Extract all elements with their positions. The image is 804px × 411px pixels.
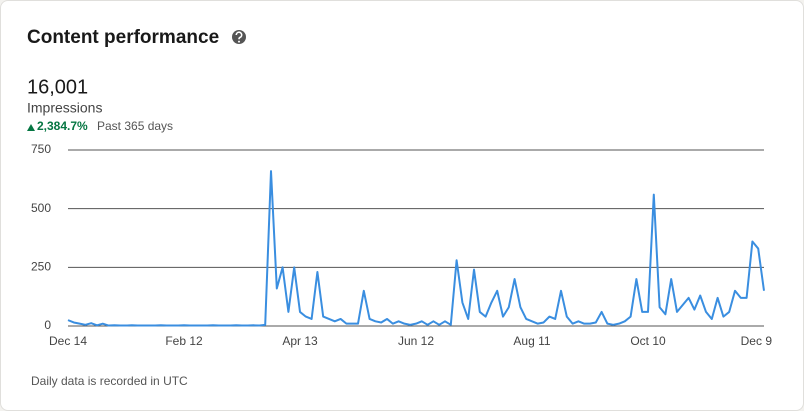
title: Content performance <box>27 27 219 48</box>
x-tick-label: Apr 13 <box>282 334 318 348</box>
x-tick-label: Aug 11 <box>513 334 550 348</box>
y-tick-label: 750 <box>31 142 51 156</box>
x-tick-label: Jun 12 <box>398 334 434 348</box>
line <box>67 170 765 327</box>
metric-label: Impressions <box>27 100 102 116</box>
y-tick-label: 500 <box>31 201 51 215</box>
y-tick-label: 0 <box>44 318 51 332</box>
period: Past 365 days <box>97 119 173 133</box>
x-tick-label: Oct 10 <box>630 334 666 348</box>
footer-note: Daily data is recorded in UTC <box>31 374 188 388</box>
up-arrow <box>27 124 35 131</box>
x-tick-label: Dec 9 <box>741 334 773 348</box>
help-icon[interactable] <box>232 30 246 44</box>
change: 2,384.7% <box>37 119 88 133</box>
x-tick-label: Feb 12 <box>165 334 203 348</box>
metric-value: 16,001 <box>27 76 88 98</box>
x-tick-label: Dec 14 <box>49 334 87 348</box>
y-tick-label: 250 <box>31 260 51 274</box>
